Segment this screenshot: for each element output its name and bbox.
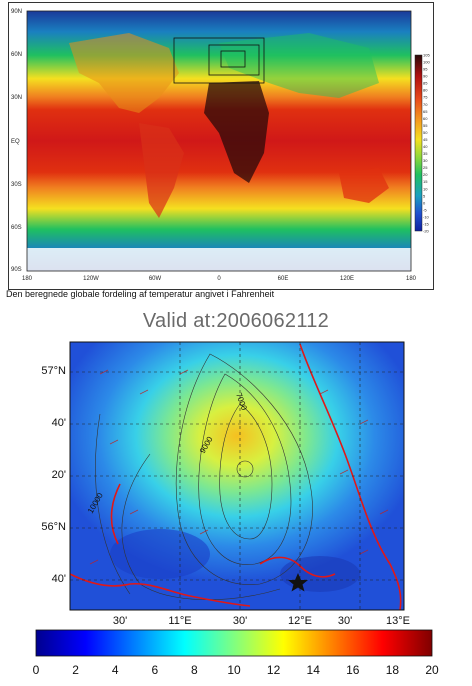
colorbar-tick-label: 40: [423, 144, 428, 149]
africa-shape: [204, 81, 269, 183]
global-map-caption: Den beregnede globale fordeling af tempe…: [6, 289, 275, 299]
colorbar-tick-label: -10: [423, 214, 430, 219]
regional-longitude-labels: 30' 11°E 30' 12°E 30' 13°E: [113, 615, 410, 627]
colorbar-tick-label: 15: [423, 179, 428, 184]
map-border: [26, 10, 412, 272]
lon-label: 30': [113, 615, 127, 627]
lat-label: EQ: [11, 139, 20, 145]
south-america-shape: [139, 123, 184, 218]
latitude-labels: 90N 60N 30N EQ 30S 60S 90S: [11, 9, 22, 273]
lat-label: 40': [52, 417, 66, 429]
colorbar-tick-label: 70: [423, 102, 428, 107]
lat-label: 57°N: [41, 365, 66, 377]
colorbar-tick-label: 55: [423, 123, 428, 128]
colorbar-tick-label: 85: [423, 81, 428, 86]
lon-label: 0: [217, 276, 221, 282]
lon-label: 180: [406, 276, 417, 282]
lat-label: 56°N: [41, 521, 66, 533]
colorbar-tick-label: 80: [423, 88, 428, 93]
colorbar-tick-label: 16: [346, 663, 360, 677]
colorbar-tick-label: 6: [151, 663, 158, 677]
colorbar-tick-label: 45: [423, 137, 428, 142]
colorbar-tick-label: 8: [191, 663, 198, 677]
lat-label: 90N: [11, 9, 22, 15]
colorbar-tick-label: -5: [423, 207, 427, 212]
domain-box-middle: [208, 44, 260, 76]
colorbar-tick-label: 25: [423, 165, 428, 170]
lon-label: 60E: [278, 276, 289, 282]
colorbar-tick-label: 50: [423, 130, 428, 135]
colorbar-tick-label: -15: [423, 221, 430, 226]
wind-vectors: [89, 369, 389, 565]
colorbar-tick-label: 4: [112, 663, 119, 677]
colorbar-tick-label: 30: [423, 158, 428, 163]
coastline: [69, 343, 402, 611]
lon-label: 180: [22, 276, 33, 282]
lat-label: 40': [52, 573, 66, 585]
lat-label: 60S: [11, 225, 22, 231]
colorbar-tick-label: -20: [423, 229, 430, 234]
domain-box-inner: [220, 50, 246, 68]
regional-map: 7000 9000 10000 57°N 40' 20' 56°N 40' 30…: [33, 341, 439, 677]
lon-label: 30': [338, 615, 352, 627]
lon-label: 120W: [83, 276, 99, 282]
colorbar-tick-label: 20: [425, 663, 439, 677]
colorbar-tick-label: 10: [227, 663, 241, 677]
colorbar-tick-label: 10: [423, 186, 428, 191]
low-wind-area: [280, 556, 360, 592]
lon-label: 60W: [149, 276, 162, 282]
colorbar-tick-label: 18: [386, 663, 400, 677]
wind-speed-colorbar-ticks: 0 2 4 6 8 10 12 14 16 18 20: [33, 663, 439, 677]
colorbar-tick-label: 75: [423, 95, 428, 100]
colorbar-tick-label: 14: [307, 663, 321, 677]
fahrenheit-colorbar: [414, 54, 423, 232]
low-wind-area: [110, 529, 210, 579]
north-america-shape: [69, 33, 179, 113]
lat-label: 20': [52, 469, 66, 481]
colorbar-tick-label: 12: [267, 663, 281, 677]
lon-label: 12°E: [288, 615, 312, 627]
colorbar-tick-label: 0: [423, 200, 426, 205]
domain-box-outer: [173, 37, 265, 84]
colorbar-tick-label: 65: [423, 109, 428, 114]
global-temperature-panel: 90N 60N 30N EQ 30S 60S 90S 180 120W 60W …: [0, 0, 472, 302]
australia-shape: [339, 168, 389, 203]
lat-label: 30S: [11, 182, 22, 188]
global-temperature-map: 90N 60N 30N EQ 30S 60S 90S 180 120W 60W …: [11, 9, 430, 282]
lat-label: 30N: [11, 95, 22, 101]
fahrenheit-colorbar-ticks: 1051009590858075706560555045403530252015…: [423, 53, 430, 234]
colorbar-tick-label: 100: [423, 60, 430, 65]
wind-speed-colorbar: [35, 629, 433, 657]
longitude-labels: 180 120W 60W 0 60E 120E 180: [22, 276, 417, 282]
lon-label: 30': [233, 615, 247, 627]
global-map-frame: 90N 60N 30N EQ 30S 60S 90S 180 120W 60W …: [8, 2, 434, 290]
location-star-marker: [288, 573, 308, 592]
valid-time-title: Valid at:2006062112: [142, 310, 330, 332]
colorbar-tick-label: 5: [423, 193, 426, 198]
colorbar-tick-label: 2: [72, 663, 79, 677]
regional-map-border: [69, 341, 405, 611]
lon-label: 11°E: [168, 615, 191, 627]
lon-label: 13°E: [386, 615, 410, 627]
lat-label: 60N: [11, 52, 22, 58]
colorbar-tick-label: 90: [423, 74, 428, 79]
colorbar-tick-label: 60: [423, 116, 428, 121]
colorbar-tick-label: 35: [423, 151, 428, 156]
lon-label: 120E: [340, 276, 354, 282]
colorbar-tick-label: 105: [423, 53, 430, 58]
antarctica-shape: [27, 248, 411, 271]
regional-forecast-panel: Valid at:2006062112: [0, 304, 472, 686]
map-gridlines: [70, 342, 404, 610]
colorbar-tick-label: 0: [33, 663, 40, 677]
colorbar-tick-label: 95: [423, 67, 428, 72]
colorbar-tick-label: 20: [423, 172, 428, 177]
regional-latitude-labels: 57°N 40' 20' 56°N 40': [41, 365, 66, 585]
lat-label: 90S: [11, 267, 22, 273]
